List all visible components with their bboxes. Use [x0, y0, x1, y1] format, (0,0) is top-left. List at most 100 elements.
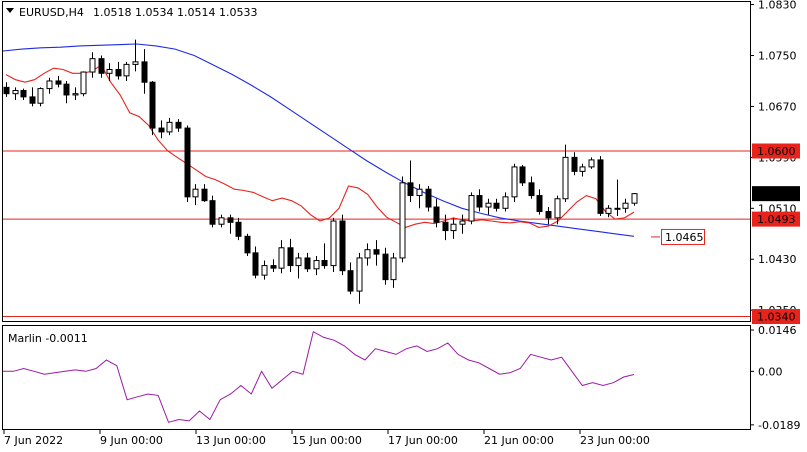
bear-candle: [493, 202, 500, 209]
bear-candle: [158, 127, 165, 133]
time-axis: 7 Jun 2022 9 Jun 00:00 13 Jun 00:00 15 Jun …: [3, 430, 650, 447]
bull-candle: [468, 195, 475, 222]
bear-candle: [201, 188, 208, 202]
bear-candle: [98, 58, 105, 74]
marlin-indicator: [3, 330, 635, 423]
bull-candle: [511, 166, 518, 198]
bear-candle: [244, 235, 251, 254]
bear-candle: [209, 200, 216, 225]
ohlc-readout: 1.0518 1.0534 1.0514 1.0533: [93, 6, 257, 19]
bull-candle: [605, 207, 612, 214]
bear-candle: [476, 195, 483, 208]
bear-candle: [175, 121, 182, 129]
bear-candle: [20, 90, 27, 98]
bull-candle: [614, 207, 621, 210]
time-tick-label: 9 Jun 00:00: [100, 434, 163, 447]
bear-candle: [545, 210, 552, 219]
bull-candle: [364, 249, 371, 259]
bull-candle: [330, 220, 337, 267]
price-tick-label: 1.0830: [758, 0, 797, 12]
indicator-tick-label: 0.00: [758, 365, 783, 378]
bull-candle: [295, 257, 302, 267]
bull-candle: [12, 90, 19, 95]
bull-candle: [166, 121, 173, 133]
bull-candle: [106, 68, 113, 74]
bear-candle: [519, 166, 526, 184]
level-price-label-box: [752, 211, 800, 227]
target-box: [661, 228, 705, 245]
bear-candle: [252, 252, 259, 276]
indicator-axis: 0.0146 0.00 -0.0189: [750, 324, 800, 432]
bear-candle: [304, 257, 311, 270]
bear-candle: [339, 220, 346, 272]
bear-candle: [597, 159, 604, 214]
indicator-tick-label: -0.0189: [758, 419, 800, 432]
main-pane-frame: [2, 1, 751, 322]
bear-candle: [115, 68, 122, 77]
bull-candle: [313, 260, 320, 270]
time-tick-label: 7 Jun 2022: [4, 434, 63, 447]
bear-candle: [382, 253, 389, 281]
bear-candle: [536, 195, 543, 212]
indicator-tick-label: 0.0146: [758, 324, 797, 337]
candles: [3, 39, 638, 304]
bull-candle: [579, 166, 586, 172]
bull-candle: [37, 88, 44, 104]
bull-candle: [588, 159, 595, 168]
time-tick-label: 23 Jun 00:00: [580, 434, 650, 447]
price-tick-label: 1.0430: [758, 253, 797, 266]
bull-candle: [450, 223, 457, 232]
last-price-label-box: [752, 186, 800, 202]
bear-candle: [227, 217, 234, 223]
bull-candle: [562, 156, 569, 200]
bull-candle: [459, 220, 466, 225]
bull-candle: [192, 188, 199, 198]
bear-candle: [29, 96, 36, 104]
horizontal-levels: 1.0465: [3, 150, 750, 318]
bull-candle: [554, 198, 561, 219]
bear-candle: [63, 83, 70, 96]
fast-ma-line: [5, 64, 635, 228]
bear-candle: [433, 206, 440, 223]
time-tick-label: 13 Jun 00:00: [196, 434, 266, 447]
target-label: 1.0465: [665, 231, 704, 244]
indicator-label: Marlin -0.0011: [8, 332, 88, 345]
bull-candle: [416, 188, 423, 197]
price-tick-label: 1.0670: [758, 100, 797, 113]
bear-candle: [149, 81, 156, 129]
bull-candle: [631, 193, 638, 204]
marlin-line: [3, 330, 635, 423]
level-price-label-box: [752, 309, 800, 325]
bull-candle: [390, 257, 397, 281]
bear-candle: [141, 61, 148, 83]
bull-candle: [218, 217, 225, 225]
bull-candle: [72, 93, 79, 96]
bull-candle: [502, 196, 509, 209]
symbol-label: EURUSD,H4: [19, 6, 84, 19]
level-price-label: 1.0600: [757, 145, 796, 158]
bull-candle: [261, 265, 268, 276]
bear-candle: [528, 182, 535, 197]
bear-candle: [571, 156, 578, 172]
bear-candle: [407, 182, 414, 197]
bear-candle: [287, 247, 294, 267]
indicator-pane-frame: [2, 325, 751, 430]
level-price-label-box: [752, 143, 800, 159]
bull-candle: [132, 61, 139, 65]
moving-averages: [2, 43, 635, 237]
bear-candle: [235, 221, 242, 237]
bear-candle: [373, 249, 380, 255]
bear-candle: [347, 270, 354, 292]
bull-candle: [485, 202, 492, 208]
bear-candle: [3, 86, 10, 95]
bull-candle: [123, 63, 130, 77]
symbol-dropdown-icon[interactable]: [6, 8, 14, 13]
level-price-label: 1.0493: [757, 213, 796, 226]
time-tick-label: 15 Jun 00:00: [292, 434, 362, 447]
bull-candle: [278, 247, 285, 269]
bull-candle: [356, 257, 363, 292]
bear-candle: [184, 127, 191, 198]
bear-candle: [425, 188, 432, 208]
bear-candle: [321, 260, 328, 267]
bear-candle: [270, 265, 277, 269]
